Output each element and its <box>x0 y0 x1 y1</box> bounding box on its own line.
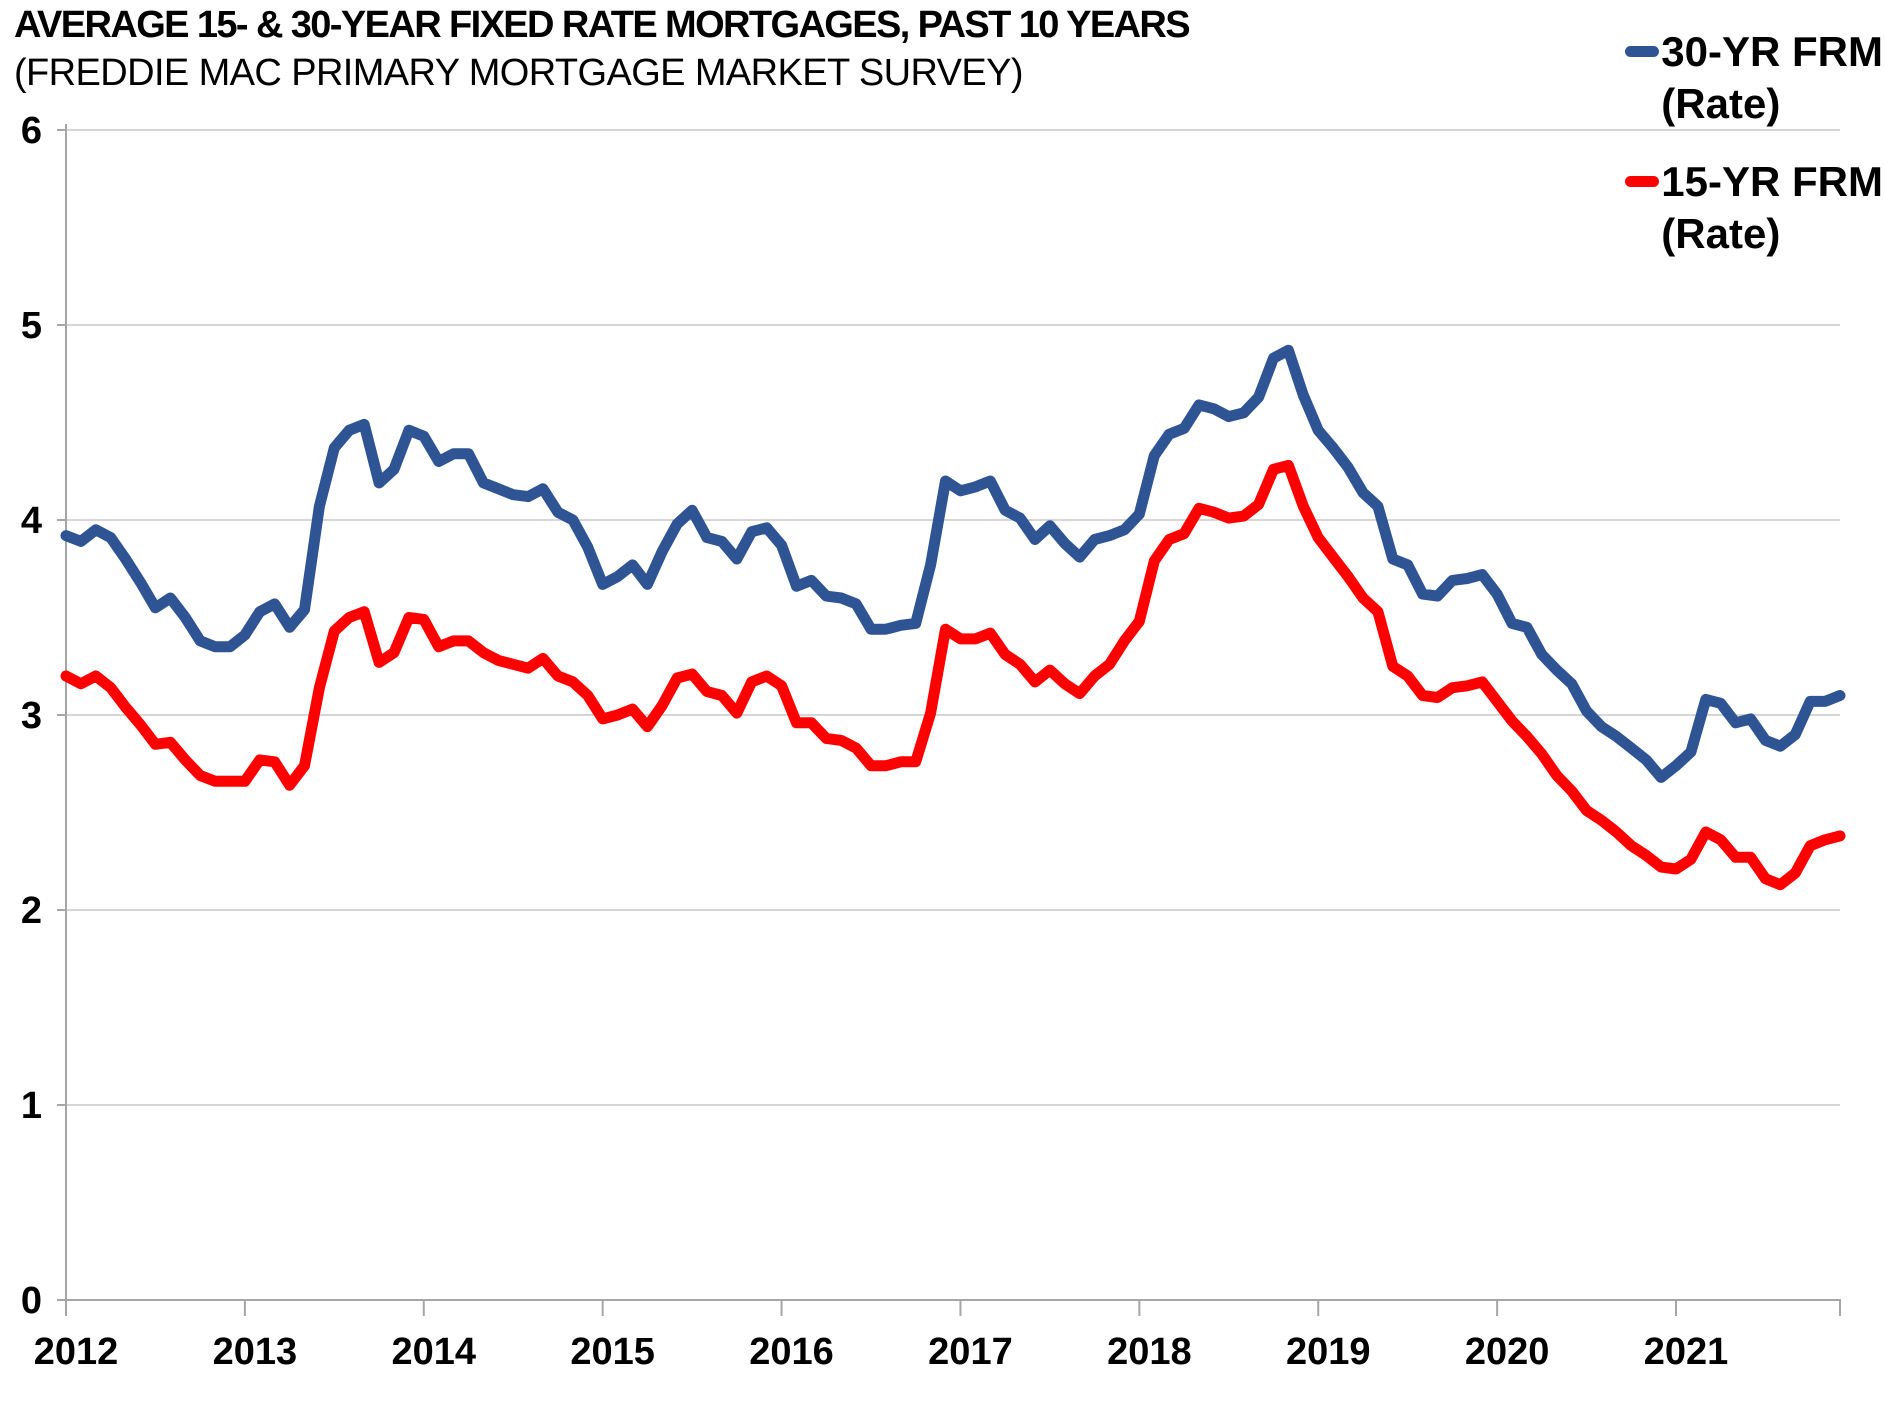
legend-label-30yr-line2: (Rate) <box>1661 80 1781 127</box>
x-tick-label: 2013 <box>213 1331 298 1373</box>
y-tick-label: 1 <box>21 1085 42 1127</box>
legend-label-30yr-line1: 30-YR FRM <box>1661 28 1883 75</box>
y-tick-label: 0 <box>21 1280 42 1322</box>
legend-swatch-15yr-icon <box>1625 176 1660 187</box>
x-tick-label: 2018 <box>1107 1331 1192 1373</box>
x-tick-label: 2020 <box>1465 1331 1550 1373</box>
legend-label-15yr-line1: 15-YR FRM <box>1661 158 1883 205</box>
x-tick-label: 2021 <box>1644 1331 1729 1373</box>
x-tick-label: 2019 <box>1286 1331 1371 1373</box>
legend-label-30yr: 30-YR FRM (Rate) <box>1661 26 1883 130</box>
series-line-15yr <box>60 459 1846 891</box>
legend-swatch-30yr-icon <box>1625 46 1660 57</box>
x-tick-label: 2017 <box>928 1331 1013 1373</box>
x-tick-label: 2012 <box>34 1331 119 1373</box>
y-tick-label: 4 <box>21 500 42 542</box>
chart-subtitle: (FREDDIE MAC PRIMARY MORTGAGE MARKET SUR… <box>14 52 1024 94</box>
y-tick-label: 6 <box>21 110 42 152</box>
legend: 30-YR FRM (Rate) 15-YR FRM (Rate) <box>1625 26 1883 286</box>
x-tick-label: 2016 <box>749 1331 834 1373</box>
x-tick-label: 2015 <box>570 1331 655 1373</box>
legend-label-15yr-line2: (Rate) <box>1661 210 1781 257</box>
y-tick-label: 2 <box>21 890 42 932</box>
series-line-30yr <box>60 344 1846 783</box>
legend-item-30yr: 30-YR FRM (Rate) <box>1625 26 1883 130</box>
legend-item-15yr: 15-YR FRM (Rate) <box>1625 156 1883 260</box>
y-tick-label: 3 <box>21 695 42 737</box>
legend-label-15yr: 15-YR FRM (Rate) <box>1661 156 1883 260</box>
y-tick-label: 5 <box>21 305 42 347</box>
chart-title: AVERAGE 15- & 30-YEAR FIXED RATE MORTGAG… <box>14 4 1191 46</box>
x-tick-label: 2014 <box>392 1331 477 1373</box>
